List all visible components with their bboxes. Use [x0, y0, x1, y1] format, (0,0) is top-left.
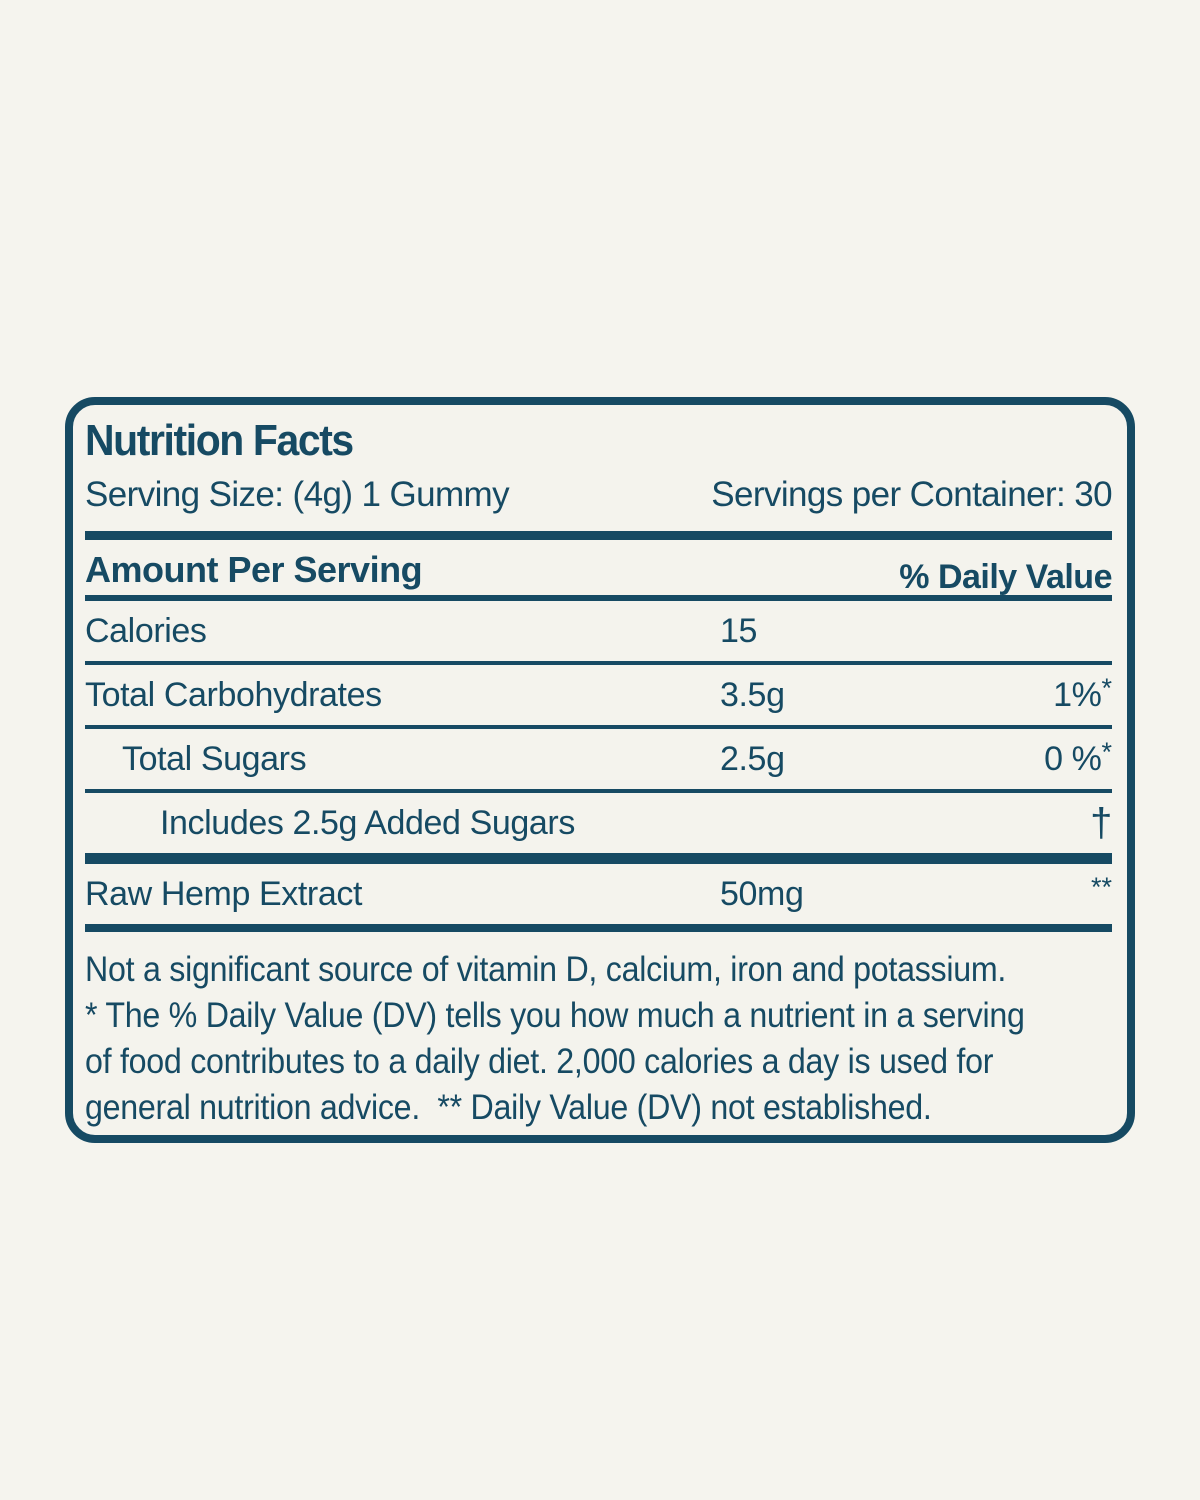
daily-value-cell: † [1090, 801, 1112, 846]
footnote-line: Not a significant source of vitamin D, c… [85, 950, 1007, 989]
servings-per-container: Servings per Container: 30 [711, 475, 1112, 514]
divider-thin [85, 661, 1112, 665]
nutrient-amount: 3.5g [720, 675, 785, 714]
nutrition-facts-title: Nutrition Facts [85, 416, 354, 465]
divider-thin [85, 789, 1112, 793]
nutrient-row-total-sugars: Total Sugars 2.5g 0 %* [85, 729, 1112, 789]
daily-value-mark: * [1101, 672, 1112, 703]
daily-value-cell: ** [1090, 871, 1112, 914]
nutrient-name: Calories [85, 611, 207, 650]
footnote-line: * The % Daily Value (DV) tells you how m… [85, 996, 1025, 1035]
divider-thick-top [85, 531, 1112, 540]
nutrient-row-total-carbohydrates: Total Carbohydrates 3.5g 1%* [85, 665, 1112, 725]
daily-value-cell: 0 %* [1044, 736, 1112, 778]
nutrition-facts-label: Nutrition Facts Serving Size: (4g) 1 Gum… [65, 397, 1135, 1143]
daily-value-header: % Daily Value [899, 558, 1112, 596]
dagger-mark: † [1090, 800, 1112, 845]
nutrient-name: Total Sugars [122, 739, 307, 778]
amount-header-row: Amount Per Serving % Daily Value [85, 540, 1112, 597]
footnote-line: general nutrition advice. ** Daily Value… [85, 1088, 932, 1127]
divider-thick-mid [85, 853, 1112, 864]
nutrient-amount: 50mg [720, 874, 804, 913]
nutrient-name: Total Carbohydrates [85, 675, 382, 714]
nutrient-row-added-sugars: Includes 2.5g Added Sugars † [85, 793, 1112, 853]
nutrient-row-calories: Calories 15 [85, 601, 1112, 661]
daily-value-mark: * [1101, 736, 1112, 767]
divider-header [85, 595, 1112, 601]
footnote-line: of food contributes to a daily diet. 2,0… [85, 1042, 994, 1081]
daily-value-mark: ** [1090, 871, 1112, 902]
nutrient-amount: 2.5g [720, 739, 785, 778]
divider-thin [85, 725, 1112, 729]
nutrient-amount: 15 [720, 611, 758, 650]
daily-value-cell: 1%* [1053, 672, 1112, 714]
amount-per-serving-header: Amount Per Serving [85, 549, 423, 590]
footnote: Not a significant source of vitamin D, c… [85, 932, 1112, 1131]
nutrient-name: Includes 2.5g Added Sugars [160, 803, 575, 842]
nutrient-name: Raw Hemp Extract [85, 874, 363, 913]
divider-footnote [85, 924, 1112, 932]
serving-info-row: Serving Size: (4g) 1 Gummy Servings per … [85, 474, 1113, 516]
serving-size: Serving Size: (4g) 1 Gummy [85, 475, 510, 514]
nutrient-row-raw-hemp-extract: Raw Hemp Extract 50mg ** [85, 864, 1112, 924]
